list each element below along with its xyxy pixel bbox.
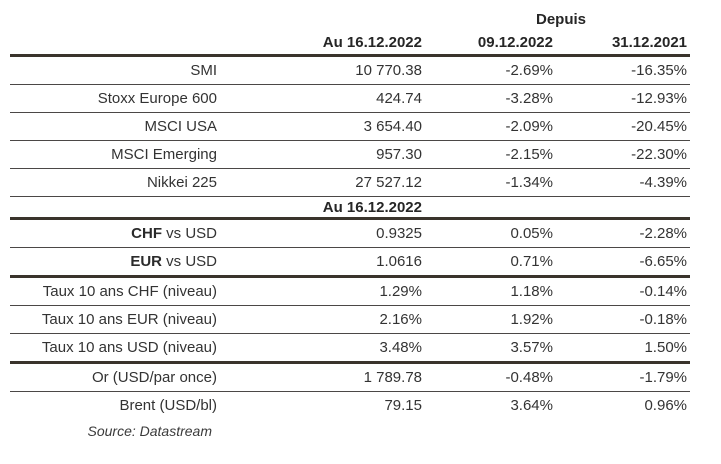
column-header-as-of-date: Au 16.12.2022 <box>220 30 432 57</box>
currency-code: EUR <box>130 253 162 270</box>
table-row-brent: Brent (USD/bl) 79.15 3.64% 0.96% <box>10 392 690 420</box>
row-label: Nikkei 225 <box>10 168 220 197</box>
row-value: 1.0616 <box>220 247 432 278</box>
empty-cell <box>563 196 691 220</box>
row-label: SMI <box>10 55 220 85</box>
row-value: 0.9325 <box>220 218 432 248</box>
row-chg-week: 0.05% <box>432 218 563 248</box>
row-chg-week: 1.18% <box>432 276 563 306</box>
row-label: Brent (USD/bl) <box>119 397 217 414</box>
currency-code: CHF <box>131 225 162 242</box>
row-label: Or (USD/par once) <box>10 362 220 392</box>
row-chg-week: -0.48% <box>432 362 563 392</box>
column-header-row: Au 16.12.2022 09.12.2022 31.12.2021 <box>10 30 691 57</box>
row-chg-ytd: 1.50% <box>563 333 691 364</box>
column-header-since-week: 09.12.2022 <box>432 30 563 57</box>
row-chg-ytd: -16.35% <box>563 55 691 85</box>
row-chg-ytd: 0.96% <box>644 397 688 414</box>
table-row-eur-vs-usd: EUR vs USD 1.0616 0.71% -6.65% <box>10 247 691 278</box>
row-chg-ytd: -6.65% <box>563 247 691 278</box>
depuis-header: Depuis <box>536 10 587 28</box>
row-value: 957.30 <box>220 140 432 169</box>
row-chg-ytd: -12.93% <box>563 84 691 113</box>
row-value: 3 654.40 <box>220 112 432 141</box>
row-chg-ytd: -0.18% <box>563 305 691 334</box>
row-chg-week: -2.69% <box>432 55 563 85</box>
table-row-smi: SMI 10 770.38 -2.69% -16.35% <box>10 55 691 85</box>
row-chg-week: -1.34% <box>432 168 563 197</box>
row-value: 1.29% <box>220 276 432 306</box>
table-row-stoxx-europe-600: Stoxx Europe 600 424.74 -3.28% -12.93% <box>10 84 691 113</box>
row-chg-ytd: -1.79% <box>563 362 691 392</box>
section-header-row: Au 16.12.2022 <box>10 196 691 220</box>
row-value: 79.15 <box>384 397 422 414</box>
row-chg-ytd: -20.45% <box>563 112 691 141</box>
row-label: MSCI Emerging <box>10 140 220 169</box>
section-header-as-of-date: Au 16.12.2022 <box>10 196 432 220</box>
table-row-msci-emerging: MSCI Emerging 957.30 -2.15% -22.30% <box>10 140 691 169</box>
row-value: 424.74 <box>220 84 432 113</box>
row-label: EUR vs USD <box>10 247 220 278</box>
market-data-table: Depuis Au 16.12.2022 09.12.2022 31.12.20… <box>10 8 691 443</box>
row-value: 10 770.38 <box>220 55 432 85</box>
label-rest: vs USD <box>161 225 217 242</box>
source-row: Source: Datastream <box>10 419 690 443</box>
row-label: MSCI USA <box>10 112 220 141</box>
row-chg-ytd: -0.14% <box>563 276 691 306</box>
row-label: Taux 10 ans CHF (niveau) <box>10 276 220 306</box>
table-row-nikkei-225: Nikkei 225 27 527.12 -1.34% -4.39% <box>10 168 691 197</box>
empty-cell <box>432 196 563 220</box>
empty-cell <box>563 419 690 443</box>
row-chg-ytd: -22.30% <box>563 140 691 169</box>
empty-cell <box>220 419 432 443</box>
row-label: Taux 10 ans USD (niveau) <box>10 333 220 364</box>
table-row-taux-10-ans-chf: Taux 10 ans CHF (niveau) 1.29% 1.18% -0.… <box>10 276 691 306</box>
row-value: 3.48% <box>220 333 432 364</box>
table-row-msci-usa: MSCI USA 3 654.40 -2.09% -20.45% <box>10 112 691 141</box>
table-row-taux-10-ans-eur: Taux 10 ans EUR (niveau) 2.16% 1.92% -0.… <box>10 305 691 334</box>
row-label: CHF vs USD <box>10 218 220 248</box>
row-label: Taux 10 ans EUR (niveau) <box>10 305 220 334</box>
source-note: Source: Datastream <box>87 423 213 439</box>
row-chg-week: -3.28% <box>432 84 563 113</box>
row-value: 2.16% <box>220 305 432 334</box>
empty-cell <box>10 8 432 30</box>
row-chg-week: 0.71% <box>432 247 563 278</box>
row-chg-week: 3.64% <box>510 397 553 414</box>
row-chg-ytd: -2.28% <box>563 218 691 248</box>
row-value: 27 527.12 <box>220 168 432 197</box>
empty-cell <box>432 419 563 443</box>
row-chg-week: -2.09% <box>432 112 563 141</box>
row-chg-week: 1.92% <box>432 305 563 334</box>
table-row-or: Or (USD/par once) 1 789.78 -0.48% -1.79% <box>10 362 691 392</box>
table-row-chf-vs-usd: CHF vs USD 0.9325 0.05% -2.28% <box>10 218 691 248</box>
row-value: 1 789.78 <box>220 362 432 392</box>
table-row-taux-10-ans-usd: Taux 10 ans USD (niveau) 3.48% 3.57% 1.5… <box>10 333 691 364</box>
depuis-header-row: Depuis <box>10 8 690 30</box>
row-chg-ytd: -4.39% <box>563 168 691 197</box>
row-label: Stoxx Europe 600 <box>10 84 220 113</box>
empty-cell <box>10 30 220 57</box>
label-rest: vs USD <box>161 253 217 270</box>
row-chg-week: -2.15% <box>432 140 563 169</box>
row-chg-week: 3.57% <box>432 333 563 364</box>
column-header-since-year: 31.12.2021 <box>563 30 691 57</box>
